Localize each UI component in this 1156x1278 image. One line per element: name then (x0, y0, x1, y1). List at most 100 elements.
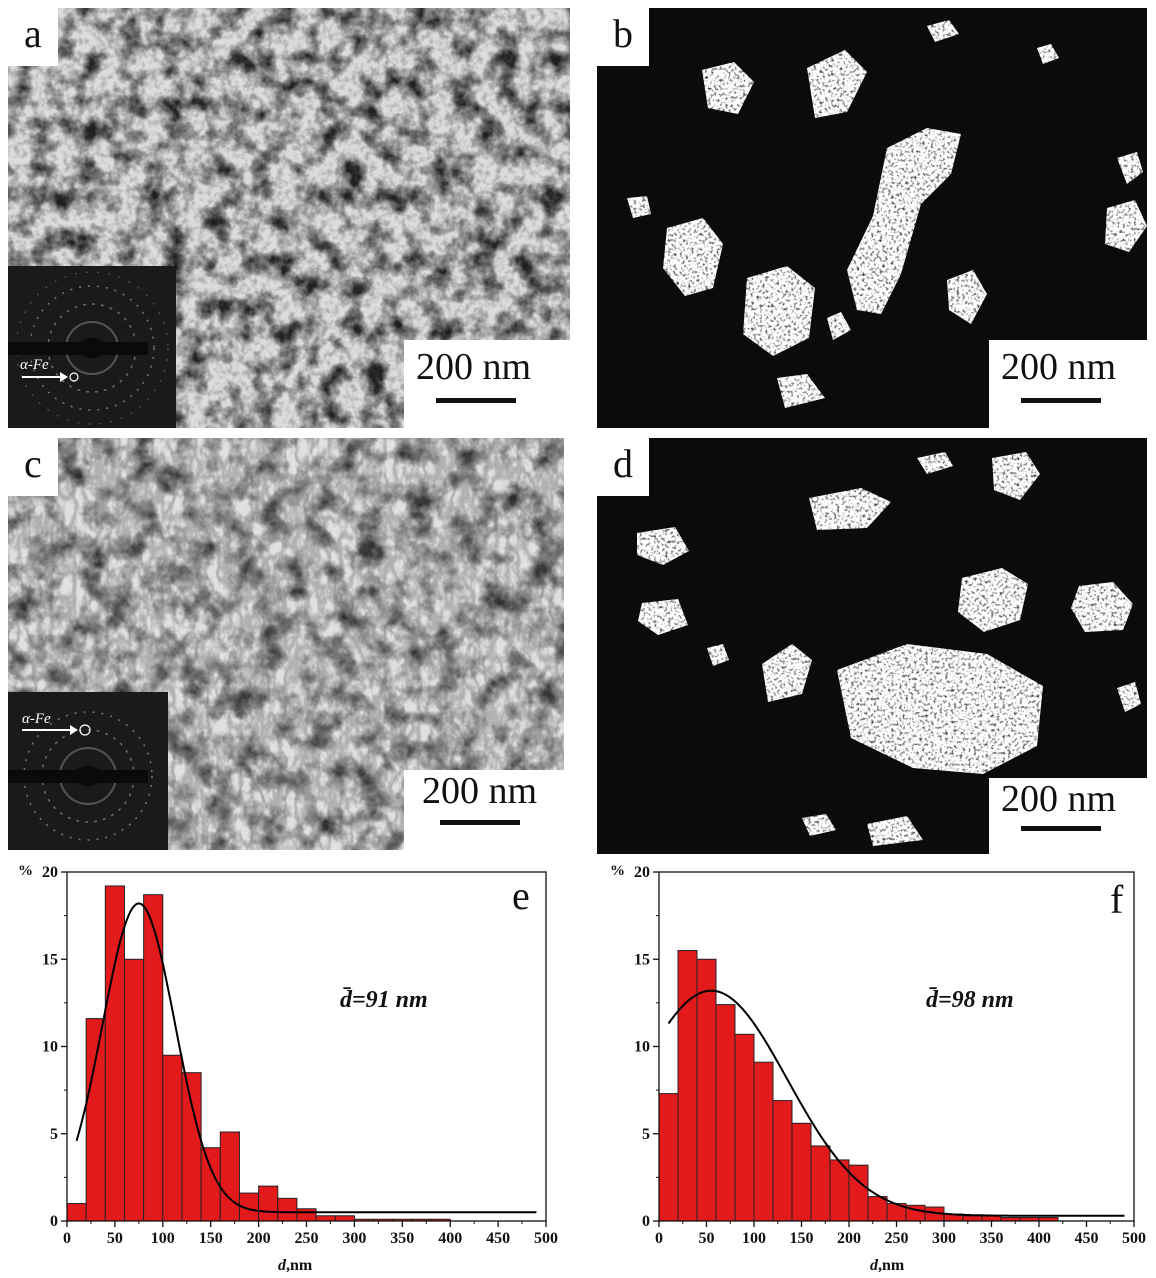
x-tick-label: 400 (1027, 1230, 1051, 1247)
x-tick-label: 450 (1075, 1230, 1099, 1247)
x-tick-label: 250 (295, 1230, 319, 1247)
diffraction-pattern-inset: α-Fe (8, 692, 168, 850)
x-tick-label: 450 (486, 1230, 510, 1247)
histogram-bar (734, 1033, 755, 1222)
histogram-e: 0 50 100 150 200 250 300 350 400 450 500 0 5 10 15 20 %… (0, 858, 578, 1278)
histogram-bar (181, 1072, 202, 1222)
histogram-bar (867, 1196, 888, 1222)
x-tick-label: 250 (885, 1230, 909, 1247)
panel-a-bright-field: a α-Fe 200 nm (8, 8, 570, 428)
histogram-bar (143, 894, 164, 1222)
histogram-bar (715, 1004, 736, 1222)
histogram-f-plot: 0 50 100 150 200 250 300 350 400 450 500 0 5 10 15 20 (634, 864, 1146, 1247)
x-tick-label: 0 (63, 1230, 71, 1247)
histogram-bar (85, 1018, 106, 1222)
phase-label: α-Fe (20, 357, 49, 373)
histogram-bar (658, 1093, 679, 1222)
scale-bar-label: 200 nm (1001, 346, 1117, 388)
histogram-bar (66, 1203, 87, 1222)
histogram-bar (962, 1215, 983, 1222)
x-tick-label: 300 (342, 1230, 366, 1247)
panel-letter: a (8, 8, 58, 66)
y-tick-label: 10 (42, 1039, 58, 1056)
scale-bar-line (436, 398, 516, 403)
x-axis-unit: ,nm (286, 1257, 313, 1274)
scale-bar-line (1021, 826, 1101, 831)
x-axis-variable: d (870, 1257, 878, 1274)
x-tick-label: 50 (699, 1230, 715, 1247)
scale-bar: 200 nm (404, 340, 570, 428)
x-tick-label: 200 (247, 1230, 271, 1247)
x-tick-label: 50 (107, 1230, 123, 1247)
y-tick-label: 0 (642, 1213, 650, 1230)
x-tick-label: 350 (980, 1230, 1004, 1247)
histogram-bar (258, 1185, 279, 1222)
histogram-bar (277, 1197, 298, 1222)
x-axis-label: d,nm (870, 1258, 904, 1274)
x-tick-label: 150 (199, 1230, 223, 1247)
histogram-e-plot: 0 50 100 150 200 250 300 350 400 450 500 0 5 10 15 20 (42, 864, 558, 1247)
dark-field-micrograph (597, 8, 1147, 428)
scale-bar-label: 200 nm (1001, 778, 1117, 820)
panel-b-dark-field: b 200 nm (597, 8, 1147, 428)
histogram-bar (753, 1061, 774, 1222)
y-tick-label: 20 (634, 864, 650, 881)
y-tick-label: 0 (50, 1213, 58, 1230)
histogram-bar (772, 1100, 793, 1222)
panel-letter: c (8, 438, 58, 496)
mean-size-annotation: d̄=98 nm (926, 987, 1014, 1013)
x-tick-label: 500 (1122, 1230, 1146, 1247)
panel-letter: d (597, 438, 649, 496)
x-axis-variable: d (278, 1257, 286, 1274)
mean-size-annotation: d̄=91 nm (340, 987, 428, 1013)
histogram-bar (123, 958, 145, 1222)
diffraction-pattern-inset: α-Fe (8, 266, 176, 428)
y-tick-label: 15 (634, 951, 650, 968)
chart-panel-letter: f (1110, 877, 1124, 922)
gaussian-fit-curve (667, 989, 1125, 1217)
scale-bar-label: 200 nm (422, 770, 538, 812)
x-tick-label: 500 (534, 1230, 558, 1247)
y-unit-label: % (610, 863, 625, 879)
scale-bar: 200 nm (989, 340, 1147, 428)
x-axis-label: d,nm (278, 1258, 312, 1274)
x-tick-label: 100 (742, 1230, 766, 1247)
chart-panel-letter: e (512, 873, 530, 918)
scale-bar-label: 200 nm (416, 346, 532, 388)
diffraction-rings (8, 692, 168, 850)
y-tick-label: 5 (642, 1126, 650, 1143)
x-tick-label: 350 (390, 1230, 414, 1247)
phase-label: α-Fe (22, 711, 51, 727)
histogram-bar (334, 1215, 355, 1222)
bright-field-micrograph (8, 8, 570, 428)
histogram-bar (162, 1054, 183, 1222)
histogram-bar (848, 1164, 869, 1222)
y-unit-label: % (18, 863, 33, 879)
x-tick-label: 150 (790, 1230, 814, 1247)
x-tick-label: 400 (438, 1230, 462, 1247)
panel-d-dark-field: d 200 nm (597, 438, 1147, 854)
scale-bar: 200 nm (404, 770, 564, 850)
scale-bar-line (440, 820, 520, 825)
scale-bar-line (1021, 398, 1101, 403)
panel-letter: b (597, 8, 649, 66)
x-tick-label: 200 (837, 1230, 861, 1247)
diffraction-rings (8, 266, 176, 428)
histogram-f: 0 50 100 150 200 250 300 350 400 450 500 0 5 10 15 20 %… (578, 858, 1156, 1278)
y-tick-label: 10 (634, 1039, 650, 1056)
x-tick-label: 300 (932, 1230, 956, 1247)
x-tick-label: 100 (151, 1230, 175, 1247)
histogram-bar (315, 1215, 336, 1222)
histogram-bar (677, 950, 698, 1222)
x-axis-unit: ,nm (878, 1257, 905, 1274)
y-tick-label: 20 (42, 864, 58, 881)
y-tick-label: 5 (50, 1126, 58, 1143)
dark-field-micrograph (597, 438, 1147, 854)
histogram-bar (296, 1208, 317, 1222)
histogram-bar (219, 1131, 240, 1222)
histogram-bar (810, 1145, 831, 1222)
panel-c-bright-field: c α-Fe 200 nm (8, 438, 564, 850)
histogram-bar (696, 958, 717, 1222)
scale-bar: 200 nm (989, 778, 1147, 854)
x-tick-label: 0 (655, 1230, 663, 1247)
